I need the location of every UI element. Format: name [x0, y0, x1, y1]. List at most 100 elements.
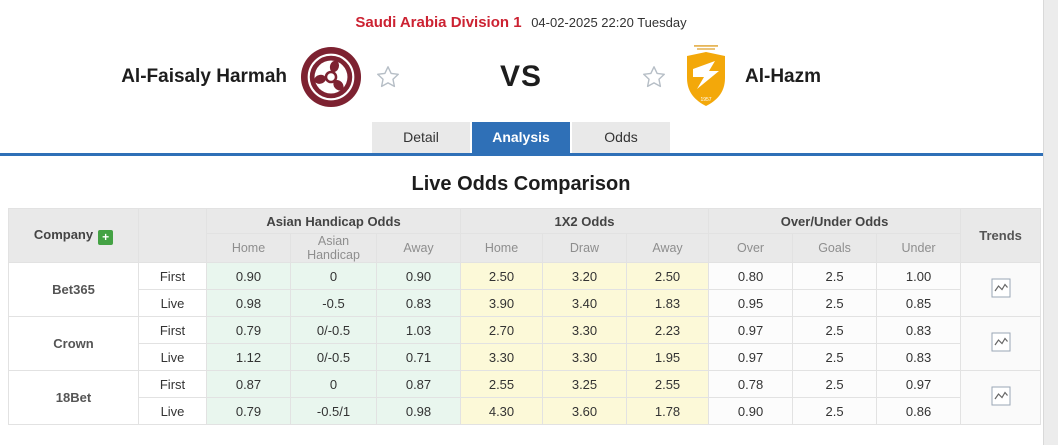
match-datetime: 04-02-2025 22:20 Tuesday	[531, 15, 687, 30]
match-analysis-page: Saudi Arabia Division 1 04-02-2025 22:20…	[0, 0, 1042, 153]
odds-cell: 3.30	[542, 316, 627, 344]
odds-cell: 0.90	[376, 262, 461, 290]
odds-cell: 1.12	[206, 343, 291, 371]
odds-cell: 0.90	[206, 262, 291, 290]
trend-chart-icon[interactable]	[991, 278, 1011, 298]
home-team-name[interactable]: Al-Faisaly Harmah	[121, 66, 287, 87]
trends-cell	[960, 316, 1042, 371]
odds-cell: 2.70	[460, 316, 543, 344]
ah-away-header: Away	[376, 233, 461, 263]
odds-cell: 1.00	[876, 262, 962, 290]
odds-cell: 2.23	[625, 316, 710, 344]
tab-analysis[interactable]: Analysis	[472, 122, 570, 153]
odds-cell: 0.80	[708, 262, 794, 290]
league-name[interactable]: Saudi Arabia Division 1	[355, 14, 522, 31]
odds-cell: 4.30	[460, 397, 543, 425]
favorite-away-star-icon[interactable]	[641, 64, 667, 90]
page-gutter	[1043, 0, 1058, 445]
trend-chart-icon[interactable]	[991, 332, 1011, 352]
odds-cell: 0.98	[206, 289, 291, 317]
odds-cell: 2.5	[792, 262, 878, 290]
x12-away-header: Away	[625, 233, 710, 263]
tabs-bar: Detail Analysis Odds	[0, 122, 1042, 153]
company-name: Bet365	[8, 262, 139, 317]
odds-cell: 0/-0.5	[290, 343, 377, 371]
vs-label: VS	[499, 60, 543, 93]
company-header: Company +	[8, 208, 139, 263]
table-row: 18Bet First 0.87 0 0.87 2.55 3.25 2.55 0…	[8, 370, 1042, 425]
tab-detail[interactable]: Detail	[372, 122, 470, 153]
period-label: First	[138, 316, 207, 344]
odds-cell: 0/-0.5	[290, 316, 377, 344]
odds-cell: 2.5	[792, 289, 878, 317]
odds-cell: 0.83	[376, 289, 461, 317]
table-row: Live 0.79 -0.5/1 0.98 4.30 3.60 1.78 0.9…	[9, 397, 1041, 425]
ou-over-header: Over	[708, 233, 794, 263]
odds-cell: 3.30	[542, 343, 627, 371]
asian-handicap-group-header: Asian Handicap Odds	[206, 208, 461, 234]
odds-cell: 2.5	[792, 343, 878, 371]
table-row: Crown First 0.79 0/-0.5 1.03 2.70 3.30 2…	[8, 316, 1042, 371]
odds-cell: 0.87	[206, 370, 291, 398]
over-under-group-header: Over/Under Odds	[708, 208, 962, 234]
x12-home-header: Home	[460, 233, 543, 263]
odds-cell: 1.95	[625, 343, 710, 371]
tab-odds[interactable]: Odds	[572, 122, 670, 153]
odds-cell: -0.5/1	[290, 397, 377, 425]
odds-cell: 2.5	[792, 370, 878, 398]
teams-row: Al-Faisaly Harmah VS	[0, 39, 1042, 115]
ou-goals-header: Goals	[792, 233, 878, 263]
odds-cell: 3.25	[542, 370, 627, 398]
period-label: First	[138, 370, 207, 398]
odds-cell: -0.5	[290, 289, 377, 317]
away-team: 1957 Al-Hazm	[581, 44, 1042, 110]
odds-cell: 0.95	[708, 289, 794, 317]
table-row: Live 1.12 0/-0.5 0.71 3.30 3.30 1.95 0.9…	[9, 343, 1041, 371]
odds-cell: 3.20	[542, 262, 627, 290]
period-label: First	[138, 262, 207, 290]
1x2-group-header: 1X2 Odds	[459, 208, 710, 234]
odds-cell: 0.79	[206, 397, 291, 425]
period-label: Live	[138, 343, 207, 371]
favorite-home-star-icon[interactable]	[375, 64, 401, 90]
svg-text:1957: 1957	[700, 97, 711, 103]
odds-cell: 0.85	[876, 289, 962, 317]
odds-cell: 0.98	[376, 397, 461, 425]
odds-cell: 0.90	[708, 397, 794, 425]
odds-cell: 0.83	[876, 316, 962, 344]
odds-cell: 1.03	[376, 316, 461, 344]
ou-under-header: Under	[876, 233, 962, 263]
odds-cell: 3.40	[542, 289, 627, 317]
odds-cell: 3.90	[460, 289, 543, 317]
away-team-name[interactable]: Al-Hazm	[745, 66, 822, 87]
trends-cell	[960, 370, 1042, 425]
trend-chart-icon[interactable]	[991, 386, 1011, 406]
odds-cell: 2.55	[625, 370, 710, 398]
company-name: Crown	[8, 316, 139, 371]
ah-home-header: Home	[206, 233, 291, 263]
table-row: Live 0.98 -0.5 0.83 3.90 3.40 1.83 0.95 …	[9, 289, 1041, 317]
odds-cell: 3.60	[542, 397, 627, 425]
home-team-logo-icon	[300, 46, 362, 108]
odds-cell: 1.78	[625, 397, 710, 425]
x12-draw-header: Draw	[542, 233, 627, 263]
odds-cell: 0.97	[708, 316, 794, 344]
odds-cell: 0.79	[206, 316, 291, 344]
odds-cell: 2.50	[460, 262, 543, 290]
odds-cell: 2.55	[460, 370, 543, 398]
odds-cell: 2.5	[792, 316, 878, 344]
add-company-button[interactable]: +	[98, 229, 114, 245]
odds-cell: 0.83	[876, 343, 962, 371]
odds-cell: 0.71	[376, 343, 461, 371]
odds-cell: 0.97	[708, 343, 794, 371]
company-header-label: Company	[33, 226, 94, 242]
odds-cell: 2.50	[625, 262, 710, 290]
company-name: 18Bet	[8, 370, 139, 425]
home-team: Al-Faisaly Harmah	[0, 46, 461, 108]
away-team-logo-icon: 1957	[680, 44, 732, 110]
table-row: Bet365 First 0.90 0 0.90 2.50 3.20 2.50 …	[8, 262, 1042, 317]
odds-cell: 1.83	[625, 289, 710, 317]
live-odds-table: Company + Asian Handicap Odds 1X2 Odds Ov…	[8, 208, 1042, 425]
period-label: Live	[138, 289, 207, 317]
section-title: Live Odds Comparison	[411, 173, 631, 195]
